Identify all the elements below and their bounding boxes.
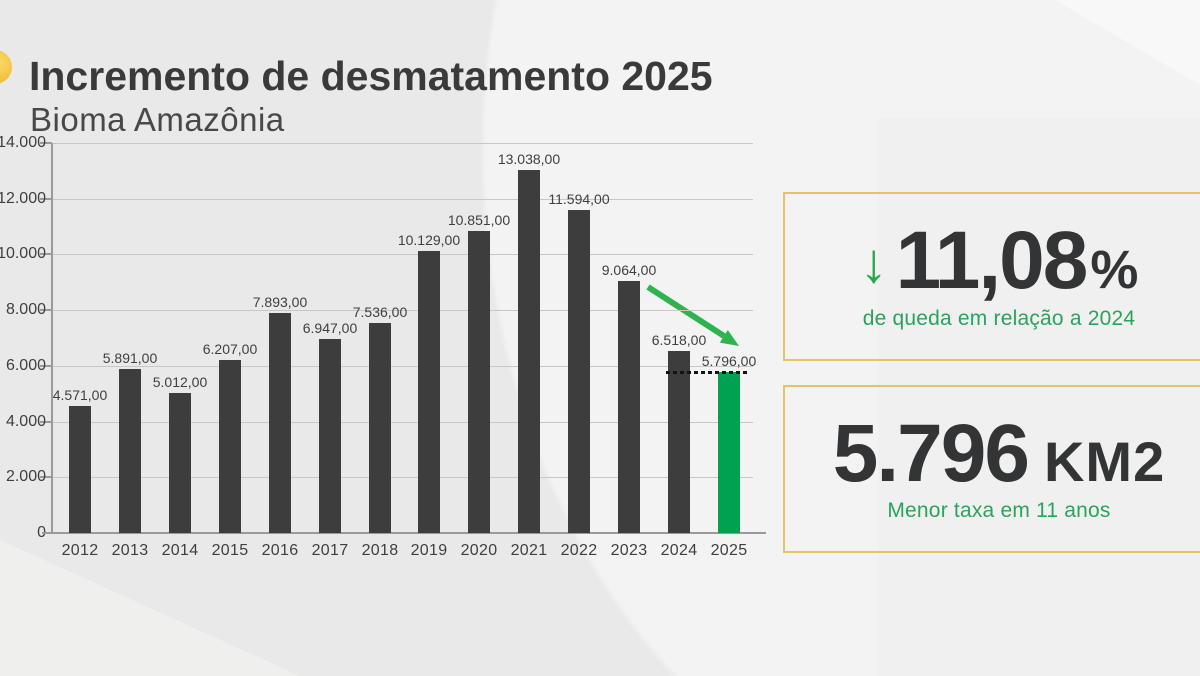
decrease-percent-value: 11,08 bbox=[895, 215, 1089, 307]
x-axis-label-2015: 2015 bbox=[211, 542, 249, 559]
bar-2016 bbox=[269, 313, 291, 533]
bar-value-label-2023: 9.064,00 bbox=[601, 262, 657, 278]
bar-value-label-2012: 4.571,00 bbox=[52, 387, 108, 403]
bar-2018 bbox=[369, 323, 391, 533]
page-subtitle: Bioma Amazônia bbox=[30, 101, 285, 139]
y-tick-10000 bbox=[40, 253, 52, 255]
y-tick-8000 bbox=[40, 309, 52, 311]
x-axis-label-2013: 2013 bbox=[111, 542, 149, 559]
gridline-2000 bbox=[52, 477, 753, 478]
y-axis-label-12000: 12.000 bbox=[0, 190, 46, 207]
x-axis-label-2019: 2019 bbox=[410, 542, 448, 559]
area-value-row: 5.796 KM2 bbox=[832, 407, 1166, 499]
x-axis-label-2012: 2012 bbox=[61, 542, 99, 559]
bar-2019 bbox=[418, 251, 440, 533]
bar-value-label-2019: 10.129,00 bbox=[397, 232, 461, 248]
bar-2024 bbox=[668, 351, 690, 533]
gridline-6000 bbox=[52, 366, 753, 367]
logo-circle-icon bbox=[0, 50, 12, 84]
x-axis-label-2022: 2022 bbox=[560, 542, 598, 559]
down-arrow-icon: ↓ bbox=[859, 230, 888, 294]
percent-sign: % bbox=[1090, 240, 1139, 301]
y-axis-label-10000: 10.000 bbox=[0, 245, 46, 262]
bar-2012 bbox=[69, 406, 91, 533]
bar-2025 bbox=[718, 372, 740, 533]
bar-2023 bbox=[618, 281, 640, 533]
bar-2013 bbox=[119, 369, 141, 533]
page-title: Incremento de desmatamento 2025 bbox=[29, 53, 713, 100]
bar-value-label-2017: 6.947,00 bbox=[302, 320, 358, 336]
x-axis-label-2024: 2024 bbox=[660, 542, 698, 559]
bar-2014 bbox=[169, 393, 191, 533]
bar-2015 bbox=[219, 360, 241, 533]
reference-dotted-line bbox=[666, 371, 748, 374]
y-tick-2000 bbox=[40, 476, 52, 478]
bar-2020 bbox=[468, 231, 490, 533]
area-value: 5.796 bbox=[832, 407, 1030, 499]
y-tick-12000 bbox=[40, 198, 52, 200]
y-axis bbox=[51, 143, 53, 534]
y-tick-6000 bbox=[40, 365, 52, 367]
bar-value-label-2020: 10.851,00 bbox=[447, 212, 511, 228]
decrease-value-row: ↓ 11,08 % bbox=[859, 215, 1139, 307]
bar-value-label-2013: 5.891,00 bbox=[102, 350, 158, 366]
bar-value-label-2016: 7.893,00 bbox=[252, 294, 308, 310]
area-unit: KM2 bbox=[1043, 429, 1166, 493]
stat-card-area: 5.796 KM2 Menor taxa em 11 anos bbox=[783, 385, 1200, 553]
bar-2022 bbox=[568, 210, 590, 533]
decrease-caption: de queda em relação a 2024 bbox=[862, 306, 1136, 330]
y-tick-14000 bbox=[40, 142, 52, 144]
gridline-14000 bbox=[52, 143, 753, 144]
x-axis-label-2020: 2020 bbox=[460, 542, 498, 559]
y-axis-label-2000: 2.000 bbox=[5, 468, 46, 485]
x-axis-label-2023: 2023 bbox=[610, 542, 648, 559]
y-axis-label-8000: 8.000 bbox=[5, 301, 46, 318]
x-axis-label-2018: 2018 bbox=[361, 542, 399, 559]
bar-value-label-2021: 13.038,00 bbox=[497, 151, 561, 167]
bar-value-label-2025: 5.796,00 bbox=[701, 353, 757, 369]
bar-value-label-2022: 11.594,00 bbox=[548, 191, 610, 207]
bar-value-label-2024: 6.518,00 bbox=[651, 332, 707, 348]
x-axis-label-2021: 2021 bbox=[510, 542, 548, 559]
x-axis bbox=[42, 532, 766, 534]
gridline-12000 bbox=[52, 199, 753, 200]
x-axis-label-2025: 2025 bbox=[710, 542, 748, 559]
bar-value-label-2018: 7.536,00 bbox=[352, 304, 408, 320]
y-axis-label-6000: 6.000 bbox=[5, 357, 46, 374]
gridline-4000 bbox=[52, 422, 753, 423]
y-tick-4000 bbox=[40, 421, 52, 423]
stat-card-decrease: ↓ 11,08 % de queda em relação a 2024 bbox=[783, 192, 1200, 361]
y-axis-label-4000: 4.000 bbox=[5, 413, 46, 430]
bar-2021 bbox=[518, 170, 540, 533]
bar-value-label-2015: 6.207,00 bbox=[202, 341, 258, 357]
y-axis-label-14000: 14.000 bbox=[0, 134, 46, 151]
bar-2017 bbox=[319, 339, 341, 533]
bar-value-label-2014: 5.012,00 bbox=[152, 374, 208, 390]
x-axis-label-2017: 2017 bbox=[311, 542, 349, 559]
gridline-8000 bbox=[52, 310, 753, 311]
x-axis-label-2016: 2016 bbox=[261, 542, 299, 559]
x-axis-label-2014: 2014 bbox=[161, 542, 199, 559]
area-caption: Menor taxa em 11 anos bbox=[887, 499, 1111, 523]
y-axis-label-0: 0 bbox=[0, 524, 46, 542]
gridline-10000 bbox=[52, 254, 753, 255]
